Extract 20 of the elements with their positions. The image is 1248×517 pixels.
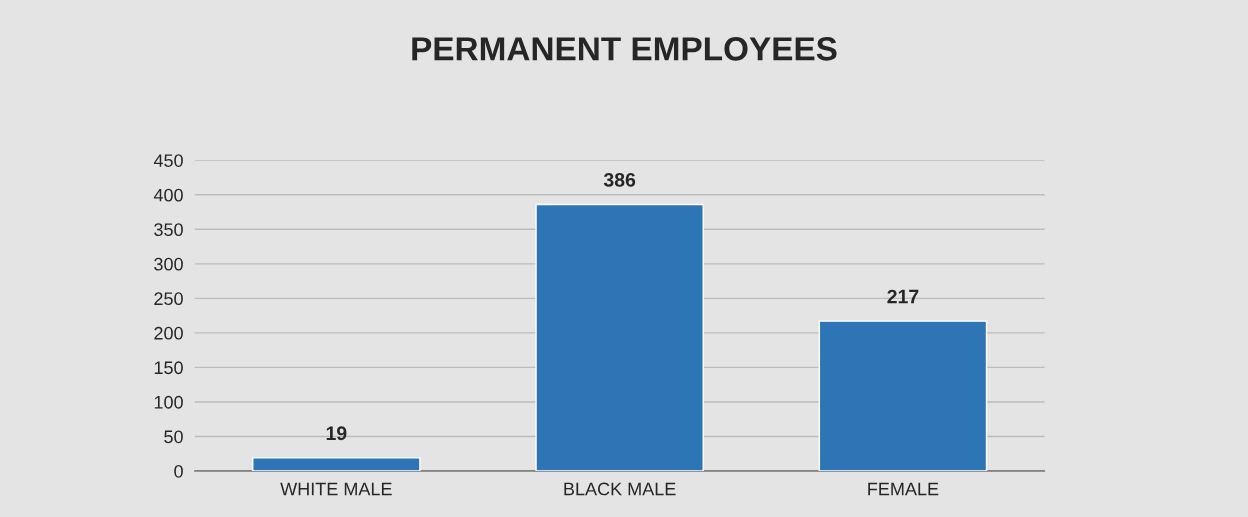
bar: [252, 457, 421, 471]
data-label: 386: [603, 172, 636, 187]
y-tick-label: 400: [153, 188, 183, 202]
y-tick-label: 450: [153, 154, 183, 167]
bar: [818, 320, 988, 471]
chart-title: PERMANENT EMPLOYEES: [412, 37, 837, 61]
y-tick-label: 300: [154, 257, 183, 271]
y-tick-label: 50: [164, 430, 183, 444]
data-label: 217: [887, 289, 919, 304]
x-tick-label: FEMALE: [868, 482, 939, 496]
y-tick-label: 350: [154, 223, 183, 237]
x-tick-label: BLACK MALE: [564, 482, 676, 496]
y-tick-label: 100: [154, 395, 183, 409]
y-tick-label: 250: [154, 292, 183, 306]
y-tick-label: 0: [174, 464, 183, 478]
data-label: 19: [326, 426, 347, 441]
bar: [535, 203, 704, 471]
y-tick-label: 150: [154, 361, 183, 375]
y-tick-label: 200: [154, 326, 183, 340]
x-tick-label: WHITE MALE: [280, 482, 392, 496]
